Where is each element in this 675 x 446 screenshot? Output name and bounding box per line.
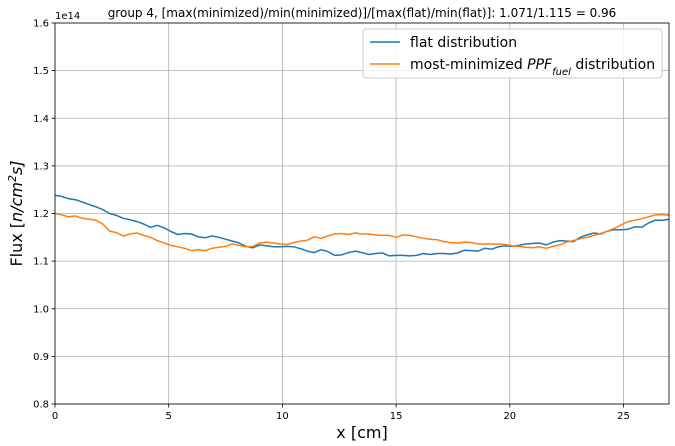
y-axis-label-math: n/cm (7, 182, 26, 222)
x-tick-label: 25 (617, 411, 630, 422)
legend-label-minimized-math: PPF (527, 57, 553, 73)
x-tick-label: 5 (166, 411, 172, 422)
y-axis-label-superscript: 2 (6, 175, 19, 182)
y-axis-label-prefix: Flux [ (7, 222, 26, 267)
series-lines (54, 194, 670, 257)
series-line-flat (54, 194, 670, 257)
y-tick-label: 0.8 (33, 400, 49, 411)
chart-title: group 4, [max(minimized)/min(minimized)]… (108, 6, 617, 20)
y-axis-ticks: 0.8 0.9 1.0 1.1 1.2 1.3 1.4 1.5 1.6 (33, 19, 55, 411)
x-tick-label: 20 (503, 411, 516, 422)
y-tick-label: 1.2 (33, 209, 49, 220)
legend-label-flat: flat distribution (410, 35, 517, 51)
x-tick-label: 10 (276, 411, 289, 422)
x-tick-label: 0 (52, 411, 58, 422)
legend-label-minimized-subscript: fuel (552, 67, 571, 78)
y-offset-text: 1e14 (55, 11, 80, 22)
x-axis-label: x [cm] (336, 423, 387, 442)
y-tick-label: 1.0 (33, 304, 49, 315)
y-tick-label: 1.3 (33, 161, 49, 172)
y-tick-label: 1.4 (33, 114, 49, 125)
y-axis-label-suffix: s] (7, 160, 26, 175)
x-axis-ticks: 0 5 10 15 20 25 (52, 404, 630, 422)
legend-box (362, 28, 663, 79)
legend-label-minimized-suffix: distribution (571, 57, 655, 73)
y-tick-label: 1.5 (33, 66, 49, 77)
x-tick-label: 15 (390, 411, 403, 422)
legend-label-minimized-prefix: most-minimized (410, 57, 527, 73)
y-tick-label: 1.1 (33, 257, 49, 268)
y-axis-label: Flux [n/cm2s] (6, 160, 27, 266)
legend: flat distribution most-minimized PPFfuel… (362, 28, 663, 79)
y-tick-label: 0.9 (33, 352, 49, 363)
y-tick-label: 1.6 (33, 19, 49, 30)
plot-area (54, 22, 670, 405)
series-line-minimized (54, 212, 670, 252)
legend-label-minimized: most-minimized PPFfuel distribution (410, 57, 655, 78)
